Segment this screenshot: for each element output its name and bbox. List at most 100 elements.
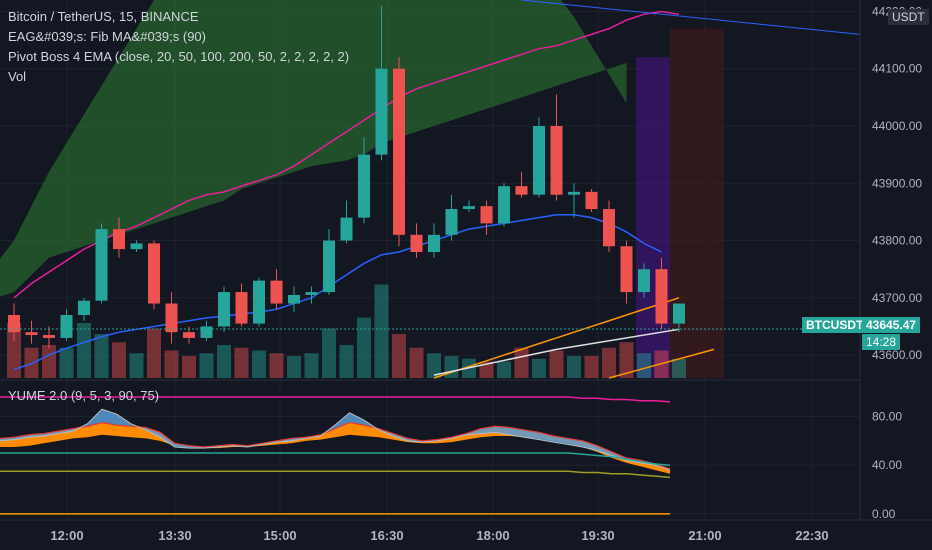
volume-bar	[7, 323, 21, 378]
candles	[8, 5, 685, 349]
candle-body	[375, 68, 388, 155]
candle-body	[393, 68, 405, 235]
volume-bar	[269, 353, 284, 378]
volume-bar	[514, 347, 529, 378]
price-tick-label: 44000.00	[872, 119, 922, 133]
candle-body	[43, 335, 55, 338]
volume-bar	[217, 345, 231, 378]
volume-bar	[602, 347, 616, 378]
candle-body	[498, 186, 510, 224]
volume-bar	[234, 347, 249, 378]
symbol-price-badge: BTCUSDT	[802, 317, 868, 333]
volume-bar	[199, 353, 214, 378]
candle-body	[183, 332, 195, 338]
candle-body	[655, 269, 668, 324]
price-tick-label: 43900.00	[872, 176, 922, 190]
volume-bars	[7, 284, 686, 378]
volume-bar	[532, 358, 546, 378]
time-tick-label: 21:00	[688, 528, 721, 543]
price-tick-label: 43700.00	[872, 291, 922, 305]
candle-body	[305, 292, 318, 295]
candle-body	[410, 234, 423, 252]
osc-tick-label: 0.00	[872, 507, 896, 521]
price-tick-label: 43800.00	[872, 234, 922, 248]
candle-body	[95, 229, 108, 301]
volume-bar	[322, 328, 336, 378]
candle-body	[480, 206, 493, 224]
legend-pivot-boss-ema: Pivot Boss 4 EMA (close, 20, 50, 100, 20…	[8, 49, 350, 64]
legend-yume-oscillator: YUME 2.0 (9, 5, 3, 90, 75)	[8, 388, 160, 403]
volume-bar	[147, 328, 161, 378]
volume-bar	[339, 345, 354, 378]
price-tick-label: 43600.00	[872, 348, 922, 362]
price-axis: 44200.0044100.0044000.0043900.0043800.00…	[859, 0, 932, 521]
candle-body	[130, 243, 143, 250]
currency-label: USDT	[888, 9, 929, 25]
ema-100-line	[433, 328, 680, 376]
ema-50-line	[433, 297, 680, 379]
osc-blue-fill	[0, 409, 670, 471]
volume-bar	[427, 353, 441, 378]
candle-body	[323, 240, 335, 293]
bar-countdown-badge: 14:28	[862, 334, 901, 350]
price-axis-bg	[860, 0, 932, 520]
osc-orange-fill	[0, 422, 670, 474]
candle-body	[533, 126, 545, 195]
candle-body	[235, 292, 248, 324]
candle-body	[638, 269, 650, 293]
candle-body	[340, 217, 353, 241]
volume-bar	[637, 353, 651, 378]
volume-bar	[252, 350, 266, 378]
time-tick-label: 12:00	[50, 528, 83, 543]
candle-body	[288, 294, 300, 304]
volume-bar	[42, 345, 56, 378]
time-tick-label: 18:00	[476, 528, 509, 543]
time-tick-label: 19:30	[581, 528, 614, 543]
price-tick-label: 44100.00	[872, 62, 922, 76]
osc-tick-label: 40.00	[872, 458, 902, 472]
volume-bar	[672, 358, 686, 378]
time-axis: 12:00 13:30 15:00 16:30 18:00 19:30 21:00 22:30	[0, 519, 932, 550]
time-axis-bg	[0, 520, 932, 550]
volume-bar	[549, 350, 564, 378]
candle-body	[463, 206, 475, 210]
candle-body	[200, 326, 213, 338]
red-zone	[670, 28, 724, 379]
volume-bar	[567, 356, 581, 378]
time-tick-label: 13:30	[158, 528, 191, 543]
time-tick-label: 15:00	[263, 528, 296, 543]
green-band-cloud	[0, 0, 627, 297]
time-tick-label: 16:30	[370, 528, 403, 543]
candle-body	[25, 332, 38, 336]
volume-bar	[129, 353, 144, 378]
trend-line	[521, 0, 861, 35]
candle-body	[620, 246, 633, 293]
osc-mid-line	[0, 452, 671, 466]
candle-body	[165, 303, 178, 333]
volume-bar	[287, 356, 301, 378]
volume-bar	[112, 342, 126, 378]
volume-bar	[94, 334, 109, 378]
candle-body	[148, 243, 160, 304]
volume-bar	[304, 353, 319, 378]
ema-20-line	[13, 214, 662, 371]
chart-title: Bitcoin / TetherUS, 15, BINANCE	[8, 9, 199, 24]
volume-bar	[392, 334, 406, 378]
volume-bar	[182, 356, 196, 378]
osc-tick-label: 80.00	[872, 410, 902, 424]
legend-fib-ma: EAG&#039;s: Fib MA&#039;s (90)	[8, 29, 206, 44]
candle-body	[78, 300, 90, 315]
volume-bar	[619, 342, 634, 378]
time-tick-label: 22:30	[795, 528, 828, 543]
volume-bar	[409, 347, 424, 378]
candle-body	[358, 154, 370, 218]
volume-bar	[59, 347, 74, 378]
candle-body	[60, 315, 73, 338]
volume-bar	[584, 356, 599, 378]
osc-low-line	[0, 470, 671, 479]
candle-body	[218, 292, 230, 327]
candle-body	[253, 280, 265, 324]
osc-high-line	[0, 396, 671, 403]
candle-body	[585, 191, 598, 210]
